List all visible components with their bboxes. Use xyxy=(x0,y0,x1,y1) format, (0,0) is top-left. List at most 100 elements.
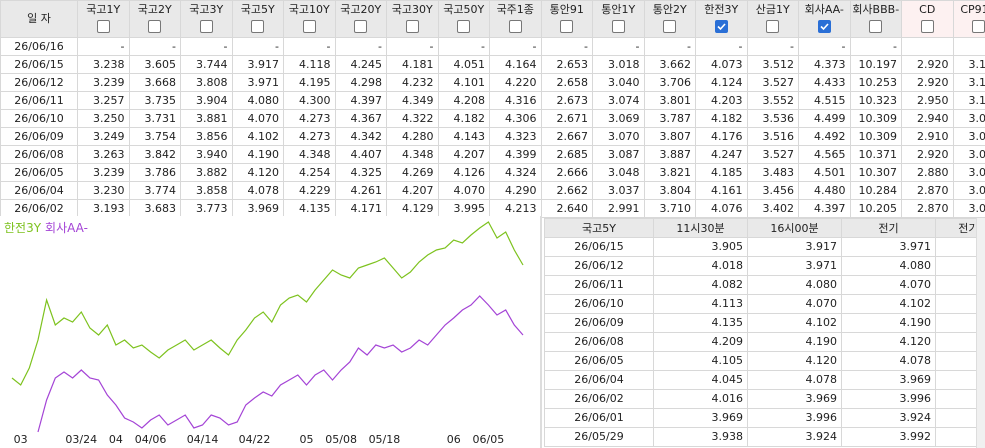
value-cell: 3.996 xyxy=(841,389,936,409)
checkbox[interactable] xyxy=(714,20,728,33)
value-cell: 4.433 xyxy=(798,73,851,92)
check-path xyxy=(717,23,726,31)
checkbox[interactable] xyxy=(457,20,471,33)
value-cell: 4.322 xyxy=(386,109,439,128)
value-cell: - xyxy=(128,37,181,56)
series-line xyxy=(37,295,524,433)
value-cell: 10.309 xyxy=(849,109,902,128)
checkbox[interactable] xyxy=(920,20,934,33)
column-name: 국고3Y xyxy=(189,3,224,16)
value-cell: 3.940 xyxy=(180,145,233,164)
value-cell: 4.102 xyxy=(231,127,284,146)
checkbox[interactable] xyxy=(611,20,625,33)
value-cell: 3.193 xyxy=(77,199,130,218)
table-row: 26/06/04 3.230 3.774 3.858 4.078 4.229 4.261 4.… xyxy=(0,181,985,200)
checkbox[interactable] xyxy=(405,20,419,33)
value-cell: 4.070 xyxy=(437,181,490,200)
column-name: 국고1Y xyxy=(86,3,121,16)
value-cell: 3.249 xyxy=(77,127,130,146)
checkbox[interactable] xyxy=(148,20,162,33)
column-header: 국주1종 xyxy=(489,0,542,38)
value-cell: 3.773 xyxy=(180,199,233,218)
value-cell: - xyxy=(592,37,645,56)
value-cell: 4.348 xyxy=(283,145,336,164)
value-cell: 2.653 xyxy=(540,55,593,74)
column-header: 통안91 xyxy=(540,0,593,38)
value-cell: - xyxy=(489,37,542,56)
value-cell: 4.135 xyxy=(283,199,336,218)
x-tick-label: 06/05 xyxy=(473,433,505,446)
checkbox[interactable] xyxy=(817,20,831,33)
value-cell: 2.685 xyxy=(540,145,593,164)
scrollbar[interactable] xyxy=(976,218,985,448)
value-cell: 3.257 xyxy=(77,91,130,110)
value-cell: 3.804 xyxy=(643,181,696,200)
value-cell: 3.905 xyxy=(653,237,748,257)
checkbox[interactable] xyxy=(663,20,677,33)
value-cell: 2.673 xyxy=(540,91,593,110)
value-cell: 4.051 xyxy=(437,55,490,74)
value-cell: - xyxy=(386,37,439,56)
checkbox[interactable] xyxy=(560,20,574,33)
value-cell: 4.397 xyxy=(334,91,387,110)
checkbox[interactable] xyxy=(251,20,265,33)
legend-entry: 한전3Y xyxy=(4,221,42,235)
value-cell: 4.348 xyxy=(386,145,439,164)
value-cell: 4.070 xyxy=(841,275,936,295)
date-cell: 26/06/11 xyxy=(0,91,78,110)
date-cell: 26/06/04 xyxy=(544,370,654,390)
x-tick-label: 04/22 xyxy=(239,433,271,446)
checkbox[interactable] xyxy=(766,20,780,33)
value-cell: 4.082 xyxy=(653,275,748,295)
column-name: 국고30Y xyxy=(391,3,433,16)
value-cell: - xyxy=(643,37,696,56)
column-name: 한전3Y xyxy=(704,3,739,16)
value-cell: 3.037 xyxy=(592,181,645,200)
value-cell: 4.208 xyxy=(437,91,490,110)
value-cell: 4.070 xyxy=(231,109,284,128)
value-cell: 4.135 xyxy=(653,313,748,333)
value-cell: 3.858 xyxy=(180,181,233,200)
chart-background xyxy=(0,216,542,448)
date-cell: 26/06/15 xyxy=(0,55,78,74)
value-cell: 3.087 xyxy=(592,145,645,164)
checkbox[interactable] xyxy=(869,20,883,33)
value-cell: 3.070 xyxy=(592,127,645,146)
value-cell: 4.120 xyxy=(231,163,284,182)
value-cell: 4.118 xyxy=(283,55,336,74)
value-cell: 3.710 xyxy=(643,199,696,218)
value-cell: 4.176 xyxy=(695,127,748,146)
value-cell: 3.904 xyxy=(180,91,233,110)
x-tick-label: 04/14 xyxy=(187,433,219,446)
value-cell: 3.969 xyxy=(747,389,842,409)
value-cell: 4.213 xyxy=(489,199,542,218)
date-cell: 26/06/02 xyxy=(0,199,78,218)
checkbox[interactable] xyxy=(354,20,368,33)
value-cell: 3.512 xyxy=(746,55,799,74)
checkbox[interactable] xyxy=(302,20,316,33)
value-cell: 4.269 xyxy=(386,163,439,182)
column-name: 국고50Y xyxy=(443,3,485,16)
value-cell: 3.996 xyxy=(747,408,842,428)
value-cell: 2.870 xyxy=(901,181,954,200)
date-cell: 26/06/16 xyxy=(0,37,78,56)
value-cell: - xyxy=(798,37,851,56)
checkbox[interactable] xyxy=(972,20,985,33)
value-cell: 3.080 xyxy=(952,127,985,146)
checkbox[interactable] xyxy=(199,20,213,33)
value-cell: 3.090 xyxy=(952,109,985,128)
value-cell: 4.273 xyxy=(283,109,336,128)
date-cell: 26/06/10 xyxy=(0,109,78,128)
value-cell: 4.105 xyxy=(653,351,748,371)
empty-cell xyxy=(952,37,985,56)
value-cell: 10.307 xyxy=(849,163,902,182)
value-cell: 4.245 xyxy=(334,55,387,74)
checkbox[interactable] xyxy=(508,20,522,33)
checkbox[interactable] xyxy=(96,20,110,33)
value-cell: 4.399 xyxy=(489,145,542,164)
value-cell: 3.536 xyxy=(746,109,799,128)
date-cell: 26/06/09 xyxy=(0,127,78,146)
value-cell: 3.774 xyxy=(128,181,181,200)
x-tick-label: 06 xyxy=(447,433,461,446)
value-cell: 2.870 xyxy=(901,199,954,218)
